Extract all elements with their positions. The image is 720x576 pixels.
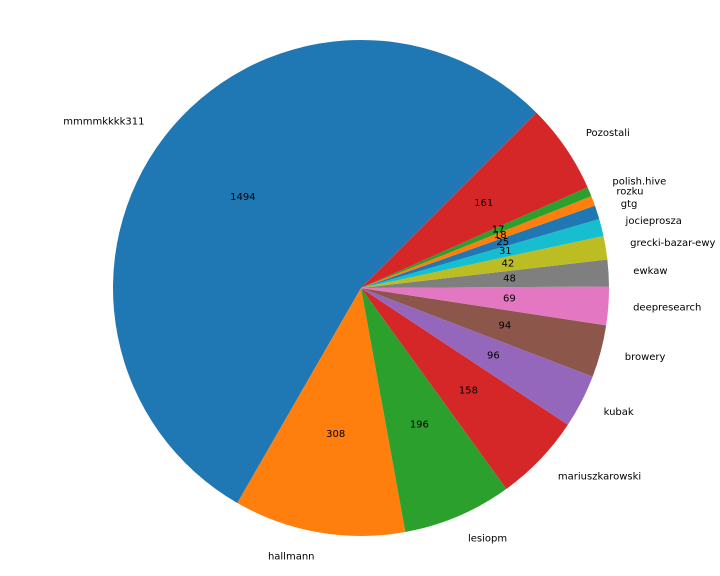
value-label-polish-hive: 17	[492, 225, 505, 236]
value-label-pozostali: 161	[474, 198, 493, 209]
category-label-lesiopm: lesiopm	[468, 533, 507, 544]
pie-slice-grecki-bazar-ewy	[361, 236, 608, 288]
category-label-browery: browery	[625, 352, 666, 363]
pie-slice-polish-hive	[361, 187, 592, 288]
category-label-gtg: gtg	[621, 199, 638, 210]
value-label-jocieprosza: 31	[499, 246, 512, 257]
pie-slice-pozostali	[361, 112, 588, 289]
category-label-jocieprosza: jocieprosza	[625, 216, 682, 227]
value-label-kubak: 96	[487, 351, 500, 362]
category-label-mmmmkkkk311: mmmmkkkk311	[63, 117, 144, 128]
pie-slice-ewkaw	[361, 259, 609, 288]
value-label-gtg: 25	[496, 237, 509, 248]
value-label-browery: 94	[498, 321, 511, 332]
pie-slice-deepresearch	[361, 286, 609, 326]
value-label-mmmmkkkk311: 1494	[230, 192, 255, 203]
category-label-polish-hive: polish.hive	[612, 176, 666, 187]
slices-layer	[112, 39, 609, 537]
category-label-pozostali: Pozostali	[586, 128, 630, 139]
category-labels-layer: mmmmkkkk311 hallmann lesiopm mariuszkarowsk…	[63, 117, 715, 563]
pie-slice-gtg	[361, 205, 600, 288]
value-label-deepresearch: 69	[503, 293, 516, 304]
pie-slice-mariuszkarowski	[361, 288, 568, 489]
pie-slice-hallmann	[237, 288, 406, 537]
pie-slice-kubak	[361, 288, 593, 425]
value-label-hallmann: 308	[326, 429, 345, 440]
pie-slice-jocieprosza	[361, 219, 604, 288]
category-label-rozku: rozku	[616, 187, 643, 198]
value-label-mariuszkarowski: 158	[459, 385, 478, 396]
value-label-ewkaw: 48	[503, 273, 516, 284]
category-label-ewkaw: ewkaw	[633, 266, 667, 277]
value-label-lesiopm: 196	[410, 419, 429, 430]
pie-slice-lesiopm	[361, 288, 507, 533]
category-label-kubak: kubak	[604, 407, 634, 418]
category-label-deepresearch: deepresearch	[633, 302, 701, 313]
value-label-rozku: 18	[494, 230, 507, 241]
pie-slice-rozku	[361, 196, 595, 288]
category-label-grecki-bazar-ewy: grecki-bazar-ewy	[630, 238, 715, 249]
category-label-mariuszkarowski: mariuszkarowski	[558, 471, 641, 482]
value-label-grecki-bazar-ewy: 42	[501, 258, 514, 269]
category-label-hallmann: hallmann	[268, 551, 315, 562]
pie-slice-mmmmkkkk311	[112, 39, 537, 503]
pie-slice-browery	[361, 288, 607, 377]
